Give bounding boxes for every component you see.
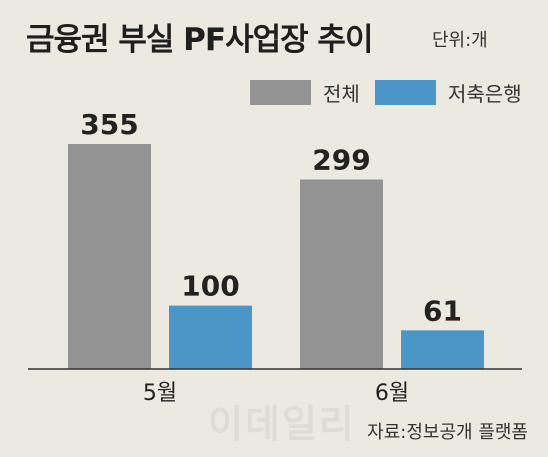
- watermark: 이데일리: [208, 402, 356, 446]
- unit-label: 단위:개: [432, 30, 488, 51]
- x-tick-label-0: 5월: [143, 381, 177, 406]
- bar-savings-bank-1: [401, 330, 484, 369]
- legend-label-savings-bank: 저축은행: [448, 82, 522, 106]
- data-label-savings-bank-1: 61: [423, 294, 462, 327]
- data-label-total-0: 355: [80, 108, 138, 141]
- source-note: 자료:정보공개 플랫폼: [367, 422, 528, 443]
- x-tick-label-1: 6월: [375, 381, 409, 406]
- chart-title: 금융권 부실 PF사업장 추이: [26, 22, 373, 58]
- legend-item-savings-bank: 저축은행: [375, 78, 522, 107]
- legend-item-total: 전체: [250, 78, 360, 107]
- legend: 전체 저축은행: [0, 78, 548, 108]
- legend-swatch-savings-bank: [375, 80, 436, 105]
- data-label-total-1: 299: [312, 143, 370, 176]
- bar-total-1: [300, 179, 383, 369]
- bar-savings-bank-0: [169, 305, 252, 369]
- bar-total-0: [68, 144, 151, 369]
- data-label-savings-bank-0: 100: [181, 270, 239, 303]
- legend-swatch-total: [250, 80, 311, 105]
- legend-label-total: 전체: [323, 82, 360, 106]
